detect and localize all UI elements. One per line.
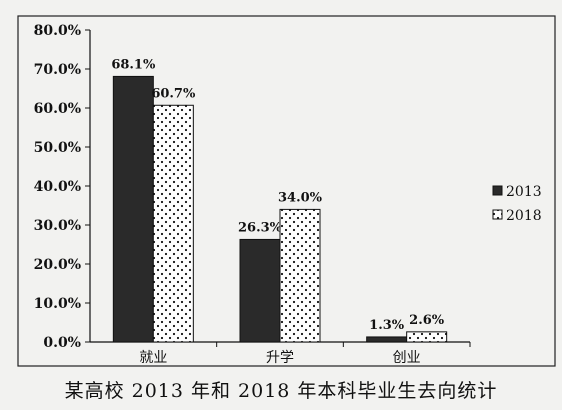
bar-2018-1 [279,208,321,343]
data-label: 60.7% [151,86,196,101]
bar-2013-0 [112,75,154,343]
bar-2013-1 [239,238,281,343]
bar-chart-svg: 0.0% 10.0% 20.0% 30.0% 40.0% 50.0% 60.0% 70.0% 8… [17,15,556,367]
y-tick-label: 30.0% [34,218,81,234]
y-tick-label: 20.0% [34,257,81,273]
data-label: 34.0% [278,190,323,205]
legend: 2013 2018 [492,184,542,224]
plot-frame [17,15,556,367]
x-tick-label: 创业 [393,350,421,366]
y-tick-label: 0.0% [43,335,81,351]
x-tick-label: 就业 [139,350,167,366]
data-label: 2.6% [409,313,445,328]
chart-caption: 某高校 2013 年和 2018 年本科毕业生去向统计 [64,380,498,402]
y-tick-label: 80.0% [34,23,81,39]
y-tick-label: 60.0% [34,101,81,117]
y-tick-label: 40.0% [34,179,81,195]
bar-2018-0 [152,104,194,343]
x-tick-label: 升学 [266,350,294,366]
bar-2018-2 [406,331,448,343]
legend-swatch-2018 [492,209,503,220]
legend-label-2013: 2013 [506,184,542,200]
y-tick-label: 50.0% [34,140,81,156]
data-label: 1.3% [369,318,405,333]
legend-label-2018: 2018 [506,208,542,224]
y-tick-label: 10.0% [34,296,81,312]
data-label: 68.1% [111,57,156,72]
y-tick-label: 70.0% [34,62,81,78]
bar-2013-2 [366,336,408,343]
data-label: 26.3% [238,220,283,235]
legend-swatch-2013 [492,185,503,196]
